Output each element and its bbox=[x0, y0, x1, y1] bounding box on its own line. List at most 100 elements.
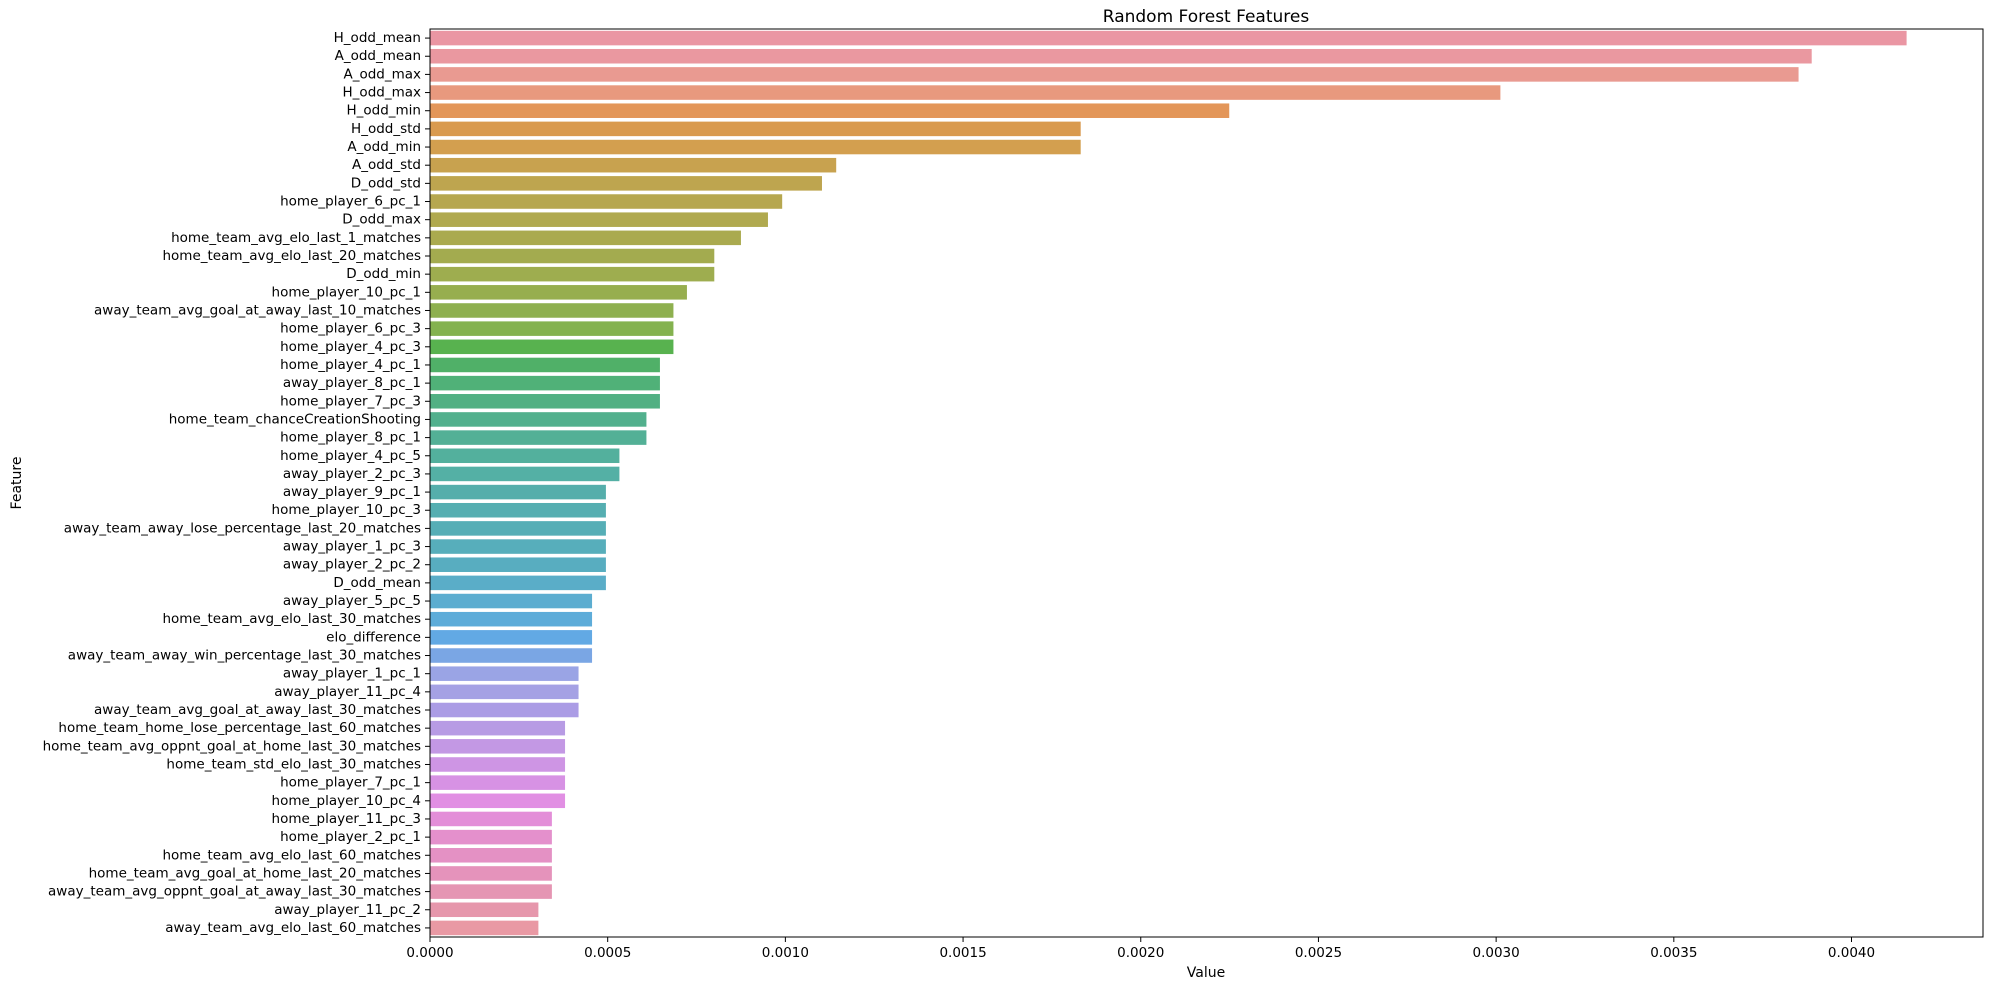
y-tick-label: D_odd_max bbox=[342, 212, 421, 228]
y-tick-label: A_odd_mean bbox=[335, 48, 421, 64]
y-tick-label: home_team_avg_elo_last_60_matches bbox=[162, 847, 421, 863]
bar-31 bbox=[430, 593, 593, 609]
bar-48 bbox=[430, 902, 539, 918]
bar-24 bbox=[430, 466, 620, 482]
y-tick-label: away_player_5_pc_5 bbox=[283, 593, 421, 609]
bars-layer bbox=[430, 30, 1907, 936]
bar-49 bbox=[430, 920, 539, 936]
bar-16 bbox=[430, 321, 674, 336]
y-tick-layer: H_odd_mean A_odd_mean A_odd_max H_odd_max H_… bbox=[43, 30, 430, 936]
y-tick-label: home_team_avg_elo_last_1_matches bbox=[171, 230, 421, 246]
x-tick-label: 0.0040 bbox=[1828, 945, 1875, 961]
bar-3 bbox=[430, 85, 1501, 100]
x-tick-label: 0.0030 bbox=[1473, 945, 1520, 961]
bar-46 bbox=[430, 866, 552, 881]
y-tick-label: H_odd_mean bbox=[334, 30, 421, 46]
x-tick-label: 0.0025 bbox=[1295, 945, 1342, 961]
y-tick-label: away_team_avg_goal_at_away_last_30_match… bbox=[94, 702, 421, 718]
bar-32 bbox=[430, 611, 593, 627]
y-tick-label: away_player_11_pc_2 bbox=[274, 902, 421, 918]
x-tick-label: 0.0015 bbox=[939, 945, 986, 961]
y-tick-label: D_odd_mean bbox=[333, 575, 421, 591]
x-tick-label: 0.0035 bbox=[1650, 945, 1697, 961]
y-tick-label: away_player_2_pc_3 bbox=[283, 466, 421, 482]
y-tick-label: H_odd_max bbox=[343, 85, 421, 101]
y-tick-label: away_player_2_pc_2 bbox=[283, 557, 421, 573]
y-tick-label: home_player_7_pc_3 bbox=[280, 393, 421, 409]
y-tick-label: away_team_away_win_percentage_last_30_ma… bbox=[68, 648, 421, 664]
chart-title: Random Forest Features bbox=[1103, 7, 1310, 27]
bar-38 bbox=[430, 720, 566, 736]
y-tick-label: D_odd_std bbox=[351, 175, 421, 191]
y-tick-label: home_team_avg_oppnt_goal_at_home_last_30… bbox=[43, 738, 421, 754]
y-tick-label: D_odd_min bbox=[346, 266, 421, 282]
bar-39 bbox=[430, 739, 566, 754]
bar-8 bbox=[430, 176, 822, 191]
bar-47 bbox=[430, 884, 552, 899]
bar-43 bbox=[430, 811, 552, 827]
bar-11 bbox=[430, 230, 741, 246]
bar-29 bbox=[430, 557, 606, 572]
bar-23 bbox=[430, 448, 620, 464]
y-tick-label: home_player_10_pc_1 bbox=[272, 284, 421, 300]
y-tick-label: A_odd_std bbox=[352, 157, 421, 173]
y-tick-label: home_team_avg_elo_last_20_matches bbox=[162, 248, 421, 264]
y-tick-label: home_player_10_pc_3 bbox=[272, 502, 421, 518]
y-tick-label: home_team_avg_goal_at_home_last_20_match… bbox=[89, 865, 421, 881]
x-axis-label: Value bbox=[1187, 965, 1225, 981]
y-axis-label: Feature bbox=[9, 457, 25, 510]
bar-33 bbox=[430, 630, 593, 645]
y-tick-label: away_team_away_lose_percentage_last_20_m… bbox=[64, 520, 421, 536]
bar-14 bbox=[430, 285, 687, 300]
bar-10 bbox=[430, 212, 768, 227]
bar-0 bbox=[430, 30, 1907, 46]
bar-15 bbox=[430, 303, 674, 318]
bar-40 bbox=[430, 757, 566, 772]
bar-27 bbox=[430, 521, 606, 536]
bar-12 bbox=[430, 248, 715, 264]
y-tick-label: home_team_avg_elo_last_30_matches bbox=[162, 611, 421, 627]
y-tick-label: home_team_std_elo_last_30_matches bbox=[166, 756, 421, 772]
y-tick-label: home_player_10_pc_4 bbox=[272, 793, 421, 809]
y-tick-label: away_player_9_pc_1 bbox=[283, 484, 421, 500]
bar-7 bbox=[430, 157, 837, 173]
x-tick-label: 0.0010 bbox=[762, 945, 809, 961]
bar-35 bbox=[430, 666, 579, 681]
y-tick-label: elo_difference bbox=[326, 629, 421, 645]
bar-37 bbox=[430, 702, 579, 718]
bar-28 bbox=[430, 539, 606, 554]
y-tick-label: home_player_8_pc_1 bbox=[280, 430, 421, 446]
y-tick-label: home_player_6_pc_1 bbox=[280, 194, 421, 210]
y-tick-label: home_player_6_pc_3 bbox=[280, 321, 421, 337]
y-tick-label: away_player_1_pc_1 bbox=[283, 666, 421, 682]
y-tick-label: away_player_11_pc_4 bbox=[274, 684, 421, 700]
y-tick-label: A_odd_max bbox=[343, 66, 421, 82]
x-tick-label: 0.0020 bbox=[1117, 945, 1164, 961]
bar-1 bbox=[430, 48, 1812, 64]
y-tick-label: home_team_chanceCreationShooting bbox=[169, 411, 421, 427]
bar-26 bbox=[430, 502, 606, 518]
bar-21 bbox=[430, 412, 647, 427]
bar-18 bbox=[430, 357, 660, 373]
bar-34 bbox=[430, 648, 593, 663]
y-tick-label: home_player_4_pc_3 bbox=[280, 339, 421, 355]
x-tick-label: 0.0000 bbox=[406, 945, 453, 961]
bar-22 bbox=[430, 430, 647, 445]
y-tick-label: home_player_7_pc_1 bbox=[280, 775, 421, 791]
bar-36 bbox=[430, 684, 579, 700]
y-tick-label: A_odd_min bbox=[347, 139, 421, 155]
x-tick-label: 0.0005 bbox=[584, 945, 631, 961]
bar-44 bbox=[430, 829, 552, 845]
bar-9 bbox=[430, 194, 783, 209]
bar-2 bbox=[430, 67, 1799, 82]
bar-30 bbox=[430, 575, 606, 591]
y-tick-label: home_player_11_pc_3 bbox=[272, 811, 421, 827]
bar-4 bbox=[430, 103, 1230, 118]
y-tick-label: away_player_8_pc_1 bbox=[283, 375, 421, 391]
y-tick-label: away_team_avg_goal_at_away_last_10_match… bbox=[94, 302, 421, 318]
bar-45 bbox=[430, 848, 552, 863]
bar-6 bbox=[430, 139, 1081, 155]
